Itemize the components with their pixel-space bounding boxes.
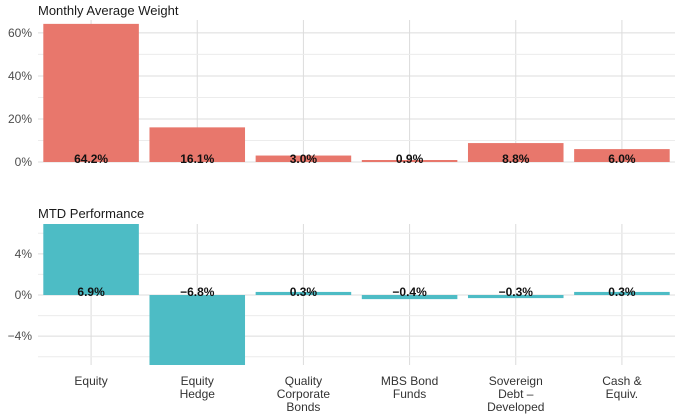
data-label: 6.9% <box>77 285 105 299</box>
x-tick-label: Sovereign Debt – Developed <box>487 374 544 414</box>
data-label: −6.8% <box>180 285 215 299</box>
bar <box>43 23 139 162</box>
x-tick-label: Equity Hedge <box>180 374 216 401</box>
bar <box>149 127 246 162</box>
y-tick-label: −4% <box>8 329 33 343</box>
y-tick-label: 4% <box>15 247 33 261</box>
data-label: 6.0% <box>608 152 636 166</box>
data-label: 0.3% <box>608 285 636 299</box>
x-tick-label: Equity <box>74 374 107 388</box>
bar <box>149 295 246 365</box>
bar <box>574 291 670 296</box>
panel-title: Monthly Average Weight <box>38 3 179 18</box>
y-tick-label: 0% <box>15 155 33 169</box>
data-label: 64.2% <box>74 152 108 166</box>
y-tick-label: 20% <box>8 112 32 126</box>
data-label: 0.3% <box>290 285 318 299</box>
data-label: −0.3% <box>499 285 534 299</box>
bar <box>467 143 564 162</box>
bar <box>574 149 670 162</box>
panel-title: MTD Performance <box>38 206 144 221</box>
y-tick-label: 40% <box>8 69 32 83</box>
data-label: 3.0% <box>290 152 318 166</box>
x-tick-label: MBS Bond Funds <box>381 374 438 401</box>
data-label: 0.9% <box>396 152 424 166</box>
data-label: 8.8% <box>502 152 530 166</box>
bar <box>43 224 139 296</box>
bar <box>361 295 458 300</box>
y-tick-label: 60% <box>8 26 32 40</box>
data-label: 16.1% <box>180 152 214 166</box>
data-label: −0.4% <box>392 285 427 299</box>
bar <box>467 295 564 299</box>
y-tick-label: 0% <box>15 288 33 302</box>
bar <box>361 160 458 162</box>
bar <box>255 155 352 162</box>
x-tick-label: Quality Corporate Bonds <box>277 374 331 414</box>
x-tick-label: Cash & Equiv. <box>602 374 641 401</box>
bar <box>255 291 352 296</box>
